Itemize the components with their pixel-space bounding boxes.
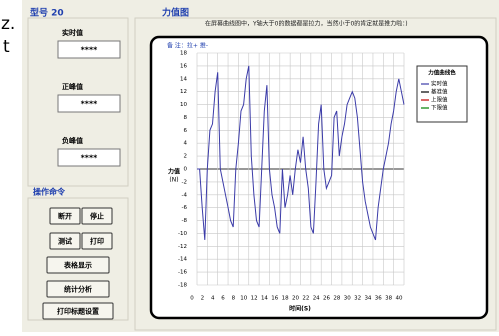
y-tick-label: -16 xyxy=(178,270,187,276)
group-box xyxy=(27,17,129,187)
button[interactable] xyxy=(46,280,110,298)
y-tick-label: -4 xyxy=(182,192,188,198)
button-label[interactable]: 打印标题设置 xyxy=(57,307,99,316)
x-tick-label: 34 xyxy=(364,296,371,302)
group-title: 型号 20 xyxy=(30,7,64,19)
readout-box xyxy=(57,94,121,113)
button-label[interactable]: 断开 xyxy=(58,212,72,221)
legend-label: 基准值 xyxy=(431,88,448,96)
y-tick-label: -10 xyxy=(178,231,187,237)
x-tick-label: 14 xyxy=(261,296,268,302)
x-tick-label: 28 xyxy=(333,296,340,302)
button-label[interactable]: 测试 xyxy=(58,237,72,246)
readout-value: **** xyxy=(81,46,99,55)
x-tick-label: 36 xyxy=(375,296,382,302)
x-tick-label: 24 xyxy=(313,296,320,302)
y-tick-label: -6 xyxy=(182,205,188,211)
readout-box xyxy=(57,40,121,59)
x-tick-label: 2 xyxy=(201,296,205,302)
button[interactable] xyxy=(81,232,113,250)
x-tick-label: 18 xyxy=(282,296,289,302)
legend-label: 上限值 xyxy=(431,96,448,104)
button[interactable] xyxy=(42,302,114,320)
button-label[interactable]: 统计分析 xyxy=(64,285,92,294)
button[interactable] xyxy=(49,207,81,225)
y-tick-label: 4 xyxy=(184,141,188,147)
y-tick-label: -18 xyxy=(178,283,187,289)
y-tick-label: 14 xyxy=(180,76,187,82)
x-tick-label: 6 xyxy=(221,296,225,302)
y-label: 力值 xyxy=(168,168,180,176)
bg-text: t xyxy=(3,37,10,57)
x-tick-label: 22 xyxy=(302,296,309,302)
x-tick-label: 10 xyxy=(240,296,247,302)
x-tick-label: 38 xyxy=(385,296,392,302)
x-tick-label: 16 xyxy=(271,296,278,302)
legend-label: 下限值 xyxy=(431,104,448,112)
x-tick-label: 12 xyxy=(251,296,258,302)
group-title: 操作命令 xyxy=(33,187,66,197)
readout-value: **** xyxy=(81,154,99,163)
chart-note: 在屏幕曲线图中，Y轴大于0的数据都是拉力，当然小于0的肯定就是推力啦：) xyxy=(205,20,408,28)
y-tick-label: -12 xyxy=(178,244,187,250)
y-tick-label: 6 xyxy=(184,128,188,134)
x-tick-label: 32 xyxy=(354,296,361,302)
y-label-unit: (N) xyxy=(169,177,178,184)
readout-value: **** xyxy=(81,100,99,109)
group-title: 力值图 xyxy=(162,7,189,19)
x-tick-label: 30 xyxy=(344,296,351,302)
x-tick-label: 8 xyxy=(232,296,236,302)
x-tick-label: 20 xyxy=(292,296,299,302)
group-box xyxy=(134,17,497,331)
group-box xyxy=(27,197,129,321)
y-tick-label: 12 xyxy=(180,89,187,95)
y-tick-label: -8 xyxy=(182,218,188,224)
x-tick-label: 4 xyxy=(211,296,215,302)
button[interactable] xyxy=(49,232,81,250)
y-tick-label: 10 xyxy=(180,102,187,108)
y-tick-label: -14 xyxy=(178,257,187,263)
readout-label: 实时值 xyxy=(62,28,83,37)
y-tick-label: 8 xyxy=(184,115,188,121)
button-label[interactable]: 表格显示 xyxy=(63,261,92,270)
button[interactable] xyxy=(81,207,113,225)
y-tick-label: 0 xyxy=(184,167,188,173)
annotation: 备 注：拉+ 推- xyxy=(167,42,208,50)
chart-frame xyxy=(149,35,489,320)
y-tick-label: 18 xyxy=(180,51,187,57)
x-label: 时间(S) xyxy=(289,305,311,313)
legend-title: 力值曲线色 xyxy=(428,69,456,77)
bg-text: z. xyxy=(1,14,15,34)
data-line xyxy=(197,65,405,241)
legend-label: 实时值 xyxy=(431,80,448,88)
button-label[interactable]: 打印 xyxy=(90,237,104,246)
x-tick-label: 0 xyxy=(190,296,194,302)
y-tick-label: 2 xyxy=(184,154,188,160)
button[interactable] xyxy=(46,256,110,274)
legend-box xyxy=(416,65,468,123)
x-tick-label: 40 xyxy=(396,296,403,302)
y-tick-label: 16 xyxy=(180,63,187,69)
x-tick-label: 26 xyxy=(323,296,330,302)
y-tick-label: -2 xyxy=(182,179,187,185)
readout-label: 负峰值 xyxy=(62,136,83,145)
readout-label: 正峰值 xyxy=(62,82,83,91)
button-label[interactable]: 停止 xyxy=(90,212,104,221)
readout-box xyxy=(57,148,121,167)
